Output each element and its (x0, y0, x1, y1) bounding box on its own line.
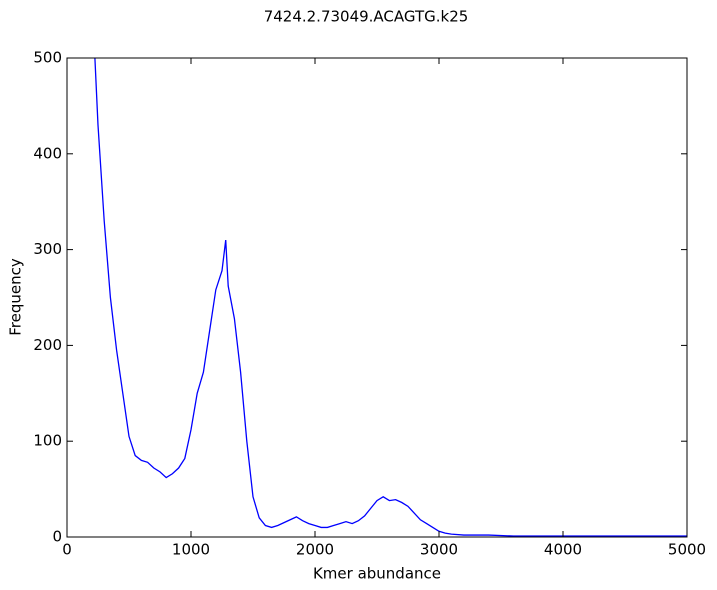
chart-title: 7424.2.73049.ACAGTG.k25 (264, 8, 469, 26)
y-tick-label: 300 (33, 240, 62, 258)
x-tick-label: 3000 (420, 541, 458, 559)
x-tick-label: 5000 (668, 541, 706, 559)
y-tick-label: 400 (33, 144, 62, 162)
data-line (94, 58, 687, 537)
x-tick-label: 2000 (296, 541, 334, 559)
y-tick-label: 500 (33, 49, 62, 67)
plot-frame (66, 57, 688, 538)
x-tick-label: 0 (62, 541, 72, 559)
y-tick-label: 200 (33, 336, 62, 354)
x-tick-label: 1000 (172, 541, 210, 559)
y-axis-label: Frequency (7, 258, 25, 336)
y-tick-label: 0 (52, 528, 62, 546)
x-tick-label: 4000 (544, 541, 582, 559)
y-tick-label: 100 (33, 432, 62, 450)
x-axis-label: Kmer abundance (313, 565, 441, 583)
